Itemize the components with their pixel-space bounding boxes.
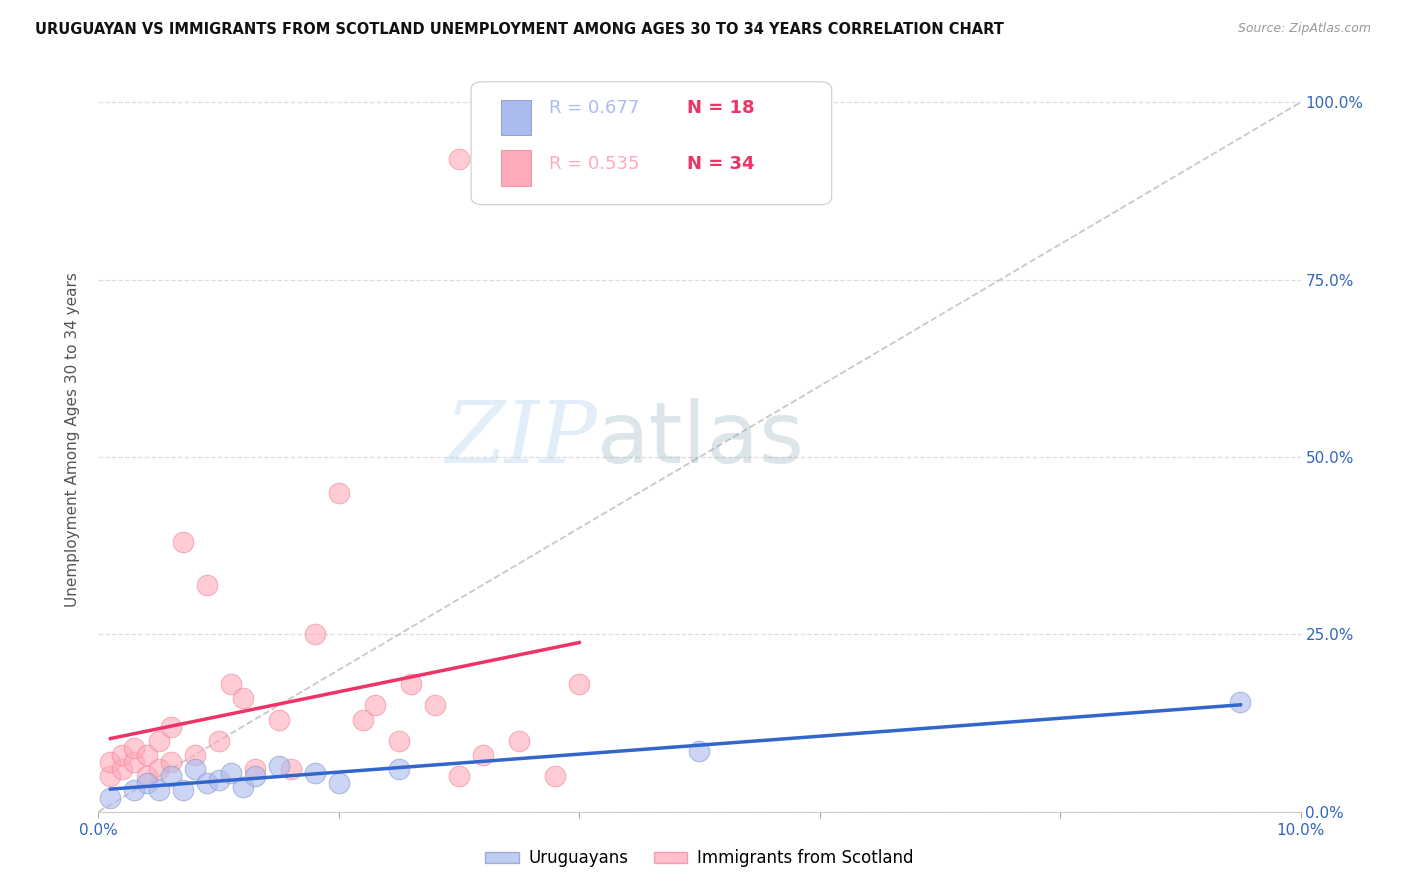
- Text: R = 0.535: R = 0.535: [550, 154, 640, 173]
- Point: [100, 769, 122, 783]
- Text: N = 18: N = 18: [688, 99, 755, 117]
- Point: [280, 762, 302, 776]
- Point: [208, 772, 231, 787]
- Text: atlas: atlas: [598, 398, 806, 481]
- Point: [472, 747, 495, 762]
- FancyBboxPatch shape: [501, 151, 531, 186]
- FancyBboxPatch shape: [471, 82, 832, 204]
- Point: [148, 733, 170, 747]
- Point: [100, 790, 122, 805]
- Text: URUGUAYAN VS IMMIGRANTS FROM SCOTLAND UNEMPLOYMENT AMONG AGES 30 TO 34 YEARS COR: URUGUAYAN VS IMMIGRANTS FROM SCOTLAND UN…: [35, 22, 1004, 37]
- Point: [328, 485, 350, 500]
- Point: [135, 747, 157, 762]
- Point: [111, 762, 134, 776]
- Point: [568, 677, 591, 691]
- Point: [1229, 695, 1251, 709]
- Point: [148, 762, 170, 776]
- Point: [447, 152, 470, 166]
- Point: [328, 776, 350, 790]
- Point: [195, 776, 218, 790]
- Text: R = 0.677: R = 0.677: [550, 99, 640, 117]
- Point: [219, 677, 242, 691]
- Point: [124, 740, 146, 755]
- Point: [135, 776, 157, 790]
- Text: ZIP: ZIP: [446, 398, 598, 481]
- Point: [195, 578, 218, 592]
- Point: [183, 762, 205, 776]
- Point: [304, 765, 326, 780]
- Point: [159, 755, 181, 769]
- Point: [447, 769, 470, 783]
- FancyBboxPatch shape: [501, 100, 531, 136]
- Point: [267, 713, 290, 727]
- Point: [352, 713, 374, 727]
- Text: N = 34: N = 34: [688, 154, 755, 173]
- Point: [135, 769, 157, 783]
- Point: [172, 535, 194, 549]
- Point: [388, 733, 411, 747]
- Point: [364, 698, 387, 713]
- Point: [423, 698, 446, 713]
- Point: [544, 769, 567, 783]
- Point: [172, 783, 194, 797]
- Point: [388, 762, 411, 776]
- Point: [159, 769, 181, 783]
- Point: [159, 720, 181, 734]
- Point: [267, 758, 290, 772]
- Point: [232, 780, 254, 794]
- Point: [183, 747, 205, 762]
- Legend: Uruguayans, Immigrants from Scotland: Uruguayans, Immigrants from Scotland: [478, 843, 921, 874]
- Point: [124, 755, 146, 769]
- Y-axis label: Unemployment Among Ages 30 to 34 years: Unemployment Among Ages 30 to 34 years: [65, 272, 80, 607]
- Point: [243, 769, 266, 783]
- Point: [689, 744, 711, 758]
- Point: [100, 755, 122, 769]
- Point: [232, 691, 254, 706]
- Point: [124, 783, 146, 797]
- Point: [508, 733, 530, 747]
- Point: [304, 627, 326, 641]
- Point: [208, 733, 231, 747]
- Point: [111, 747, 134, 762]
- Point: [219, 765, 242, 780]
- Point: [148, 783, 170, 797]
- Point: [243, 762, 266, 776]
- Text: Source: ZipAtlas.com: Source: ZipAtlas.com: [1237, 22, 1371, 36]
- Point: [399, 677, 422, 691]
